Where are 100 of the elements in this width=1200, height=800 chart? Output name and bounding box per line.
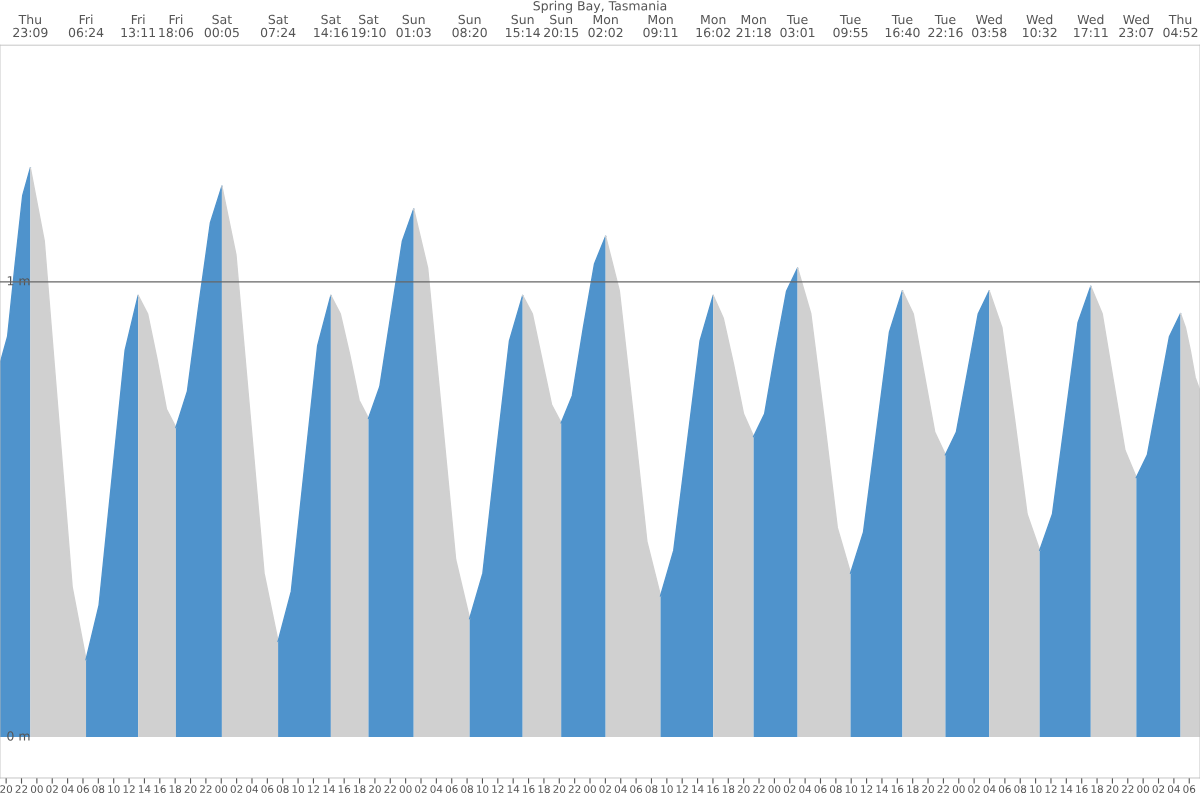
x-tick-label: 20 <box>0 785 13 794</box>
x-tick-label: 18 <box>907 785 919 794</box>
x-tick-label: 02 <box>415 785 427 794</box>
text: Mon 16:02 <box>696 14 730 38</box>
text: Sat 14:16 <box>314 14 349 38</box>
text: Sun 08:20 <box>452 14 487 38</box>
x-tick-label: 10 <box>845 785 858 794</box>
text: Mon 02:02 <box>588 14 623 38</box>
x-tick-label: 04 <box>246 785 259 794</box>
x-tick-label: 14 <box>692 785 704 793</box>
x-tick-label: 06 <box>445 785 458 794</box>
x-tick-label: 02 <box>783 785 796 794</box>
text: Wed 03:58 <box>972 14 1007 38</box>
x-tick-label: 18 <box>354 785 366 794</box>
x-tick-label: 20 <box>184 785 197 794</box>
x-tick-label: 04 <box>799 785 812 794</box>
x-tick-label: 22 <box>753 785 765 793</box>
x-tick-label: 08 <box>1014 785 1027 794</box>
x-tick-label: 16 <box>523 785 535 794</box>
text: Sun 15:14 <box>506 14 540 38</box>
x-tick-label: 18 <box>169 785 182 794</box>
x-tick-label: 20 <box>1106 785 1119 794</box>
text: Mon 21:18 <box>736 14 771 38</box>
x-tick-label: 14 <box>323 785 335 793</box>
x-tick-label: 20 <box>369 785 381 794</box>
x-tick-label: 04 <box>430 785 443 794</box>
x-tick-label: 00 <box>584 785 596 794</box>
text: Sat 07:24 <box>260 14 296 38</box>
x-tick-label: 12 <box>307 785 320 793</box>
x-tick-label: 12 <box>123 785 135 793</box>
text: Wed 17:11 <box>1074 14 1108 38</box>
x-tick-label: 04 <box>983 785 996 794</box>
x-tick-label: 06 <box>261 785 274 794</box>
x-tick-label: 08 <box>92 785 105 794</box>
text: Tue 16:40 <box>885 14 920 38</box>
x-tick-label: 20 <box>553 785 566 794</box>
x-tick-label: 14 <box>1060 785 1073 793</box>
x-tick-label: 06 <box>998 785 1011 794</box>
x-tick-label: 10 <box>108 785 120 794</box>
text: Tue 09:55 <box>833 14 868 38</box>
x-tick-label: 12 <box>492 785 504 793</box>
x-tick-label: 16 <box>891 785 904 794</box>
x-tick-label: 02 <box>968 785 980 794</box>
text: Tue 03:01 <box>780 14 815 38</box>
x-tick-label: 22 <box>1121 785 1134 793</box>
x-tick-label: 12 <box>676 785 688 793</box>
x-tick-label: 08 <box>461 785 474 794</box>
text: Fri 13:11 <box>121 14 156 38</box>
x-tick-label: 10 <box>1030 785 1042 794</box>
x-tick-label: 00 <box>952 785 965 794</box>
x-tick-label: 10 <box>476 785 489 794</box>
x-tick-label: 10 <box>661 785 673 794</box>
text: Sun 20:15 <box>544 14 579 38</box>
x-tick-label: 20 <box>922 785 934 794</box>
x-tick-label: 02 <box>1152 785 1165 794</box>
x-tick-label: 16 <box>1076 785 1088 794</box>
x-tick-label: 06 <box>630 785 643 794</box>
x-tick-label: 14 <box>507 785 520 793</box>
x-tick-label: 00 <box>215 785 228 794</box>
x-tick-label: 16 <box>154 785 166 794</box>
x-tick-label: 12 <box>861 785 873 793</box>
x-tick-label: 12 <box>1045 785 1057 793</box>
x-tick-label: 02 <box>46 785 58 794</box>
x-tick-label: 02 <box>230 785 243 794</box>
x-tick-label: 00 <box>1137 785 1150 794</box>
x-tick-label: 20 <box>737 785 750 794</box>
x-tick-label: 16 <box>338 785 351 794</box>
text: Thu 23:09 <box>13 14 48 38</box>
x-tick-label: 06 <box>1183 785 1196 794</box>
x-tick-label: 22 <box>937 785 949 793</box>
x-tick-label: 00 <box>768 785 781 794</box>
x-tick-label: 22 <box>384 785 396 793</box>
x-tick-label: 04 <box>614 785 627 794</box>
x-tick-label: 02 <box>599 785 611 794</box>
x-tick-label: 06 <box>77 785 89 794</box>
x-tick-label: 14 <box>138 785 151 793</box>
x-tick-label: 06 <box>814 785 827 794</box>
x-tick-label: 18 <box>1091 785 1103 794</box>
x-tick-label: 08 <box>276 785 289 794</box>
x-tick-label: 00 <box>30 785 43 794</box>
x-tick-label: 08 <box>829 785 842 794</box>
x-tick-label: 22 <box>15 785 28 793</box>
text: Wed 10:32 <box>1023 14 1057 38</box>
x-tick-label: 04 <box>61 785 74 794</box>
text: Wed 23:07 <box>1119 14 1154 38</box>
text: Mon 09:11 <box>643 14 678 38</box>
text: Thu 04:52 <box>1163 14 1198 38</box>
text: Fri 06:24 <box>68 14 104 38</box>
x-tick-label: 10 <box>292 785 305 794</box>
x-tick-label: 14 <box>876 785 888 793</box>
text: Fri 18:06 <box>159 14 194 38</box>
x-tick-label: 22 <box>200 785 212 793</box>
x-tick-label: 00 <box>399 785 412 794</box>
x-tick-label: 16 <box>707 785 719 794</box>
x-tick-label: 04 <box>1167 785 1180 794</box>
text: Sat 19:10 <box>351 14 386 38</box>
chart-title: Spring Bay, Tasmania <box>533 0 667 13</box>
x-tick-label: 22 <box>568 785 581 793</box>
text: Sun 01:03 <box>396 14 431 38</box>
x-tick-label: 18 <box>538 785 550 794</box>
